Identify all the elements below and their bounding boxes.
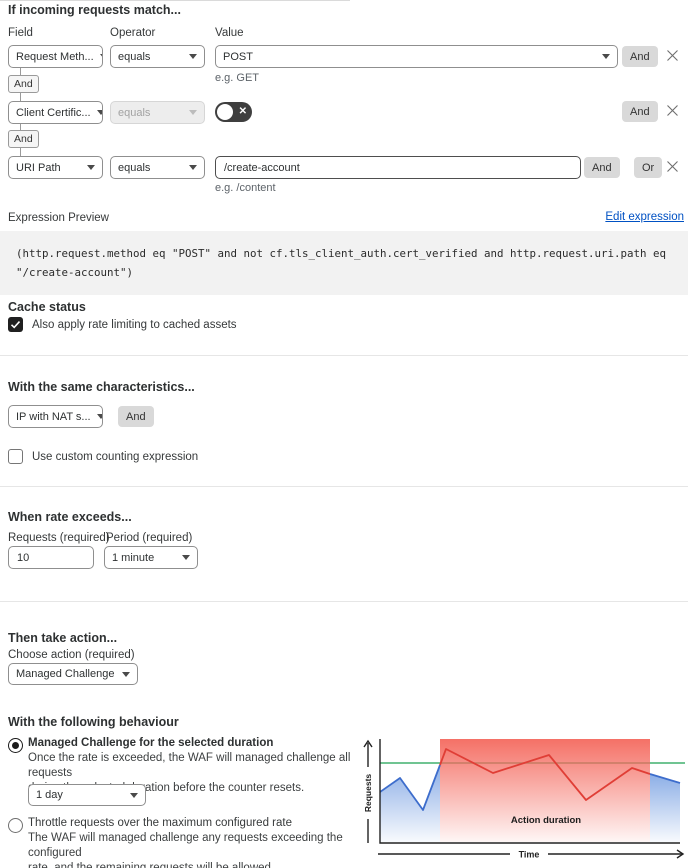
section-heading-behaviour: With the following behaviour bbox=[8, 715, 179, 729]
chevron-down-icon bbox=[130, 792, 138, 798]
chevron-down-icon bbox=[122, 671, 130, 677]
operator-select-row1-value: equals bbox=[118, 50, 151, 63]
behaviour-radio-managed-duration[interactable] bbox=[8, 738, 23, 753]
custom-counting-checkbox[interactable] bbox=[8, 449, 23, 464]
edit-expression-link[interactable]: Edit expression bbox=[605, 211, 684, 223]
action-select[interactable]: Managed Challenge bbox=[8, 663, 138, 685]
and-button-row2[interactable]: And bbox=[622, 101, 658, 122]
field-select-row3-value: URI Path bbox=[16, 161, 61, 174]
period-select-value: 1 minute bbox=[112, 551, 155, 564]
chevron-down-icon bbox=[96, 110, 102, 115]
field-select-row1[interactable]: Request Meth... bbox=[8, 45, 103, 68]
chevron-down-icon bbox=[189, 54, 197, 59]
connector-and-chip-2[interactable]: And bbox=[8, 130, 39, 148]
or-button-row3[interactable]: Or bbox=[634, 157, 663, 178]
remove-row1-icon[interactable] bbox=[666, 49, 680, 63]
section-heading-cache: Cache status bbox=[8, 300, 86, 314]
field-select-row3[interactable]: URI Path bbox=[8, 156, 103, 179]
y-axis-label: Requests bbox=[363, 774, 373, 813]
behaviour-option1-label: Managed Challenge for the selected durat… bbox=[28, 737, 274, 749]
chevron-down-icon bbox=[96, 414, 102, 419]
chevron-down-icon bbox=[99, 54, 102, 59]
characteristics-select[interactable]: IP with NAT s... bbox=[8, 405, 103, 428]
action-duration-region bbox=[440, 739, 650, 842]
expression-preview-label: Expression Preview bbox=[8, 212, 109, 224]
section-heading-match: If incoming requests match... bbox=[8, 3, 181, 17]
check-icon bbox=[10, 321, 21, 329]
chevron-down-icon bbox=[602, 54, 610, 59]
section-heading-characteristics: With the same characteristics... bbox=[8, 380, 195, 394]
operator-select-row3[interactable]: equals bbox=[110, 156, 205, 179]
requests-line-blue-right bbox=[649, 773, 681, 784]
value-hint-row3: e.g. /content bbox=[215, 182, 276, 194]
field-select-row2-value: Client Certific... bbox=[16, 106, 91, 119]
characteristics-and-button[interactable]: And bbox=[118, 406, 154, 427]
remove-row3-icon[interactable] bbox=[666, 160, 680, 174]
divider bbox=[0, 601, 688, 602]
behaviour-diagram: Requests Time Action duration bbox=[363, 739, 685, 860]
behaviour-option2-label: Throttle requests over the maximum confi… bbox=[28, 817, 292, 829]
toggle-knob bbox=[217, 104, 233, 120]
and-button-row3[interactable]: And bbox=[584, 157, 620, 178]
action-duration-label: Action duration bbox=[511, 815, 581, 826]
x-axis-label: Time bbox=[519, 850, 540, 860]
period-label: Period (required) bbox=[106, 532, 193, 544]
value-select-row1[interactable]: POST bbox=[215, 45, 618, 68]
requests-line-blue-left bbox=[379, 764, 441, 811]
field-select-row1-value: Request Meth... bbox=[16, 50, 94, 63]
value-input-row3[interactable] bbox=[215, 156, 581, 179]
operator-select-row2: equals bbox=[110, 101, 205, 124]
action-select-value: Managed Challenge bbox=[16, 668, 115, 680]
and-button-row1[interactable]: And bbox=[622, 46, 658, 67]
operator-select-row1[interactable]: equals bbox=[110, 45, 205, 68]
period-select[interactable]: 1 minute bbox=[104, 546, 198, 569]
behaviour-option2-description: The WAF will managed challenge any reque… bbox=[28, 832, 343, 868]
section-heading-rate: When rate exceeds... bbox=[8, 510, 132, 524]
field-select-row2[interactable]: Client Certific... bbox=[8, 101, 103, 124]
column-label-field: Field bbox=[8, 27, 33, 39]
cache-assets-checkbox[interactable] bbox=[8, 317, 23, 332]
behaviour-radio-throttle[interactable] bbox=[8, 818, 23, 833]
connector-and-chip-1[interactable]: And bbox=[8, 75, 39, 93]
top-edge-divider bbox=[0, 0, 350, 1]
divider bbox=[0, 355, 688, 356]
chevron-down-icon bbox=[182, 555, 190, 560]
requests-line-red bbox=[439, 748, 651, 801]
duration-select[interactable]: 1 day bbox=[28, 784, 146, 806]
column-label-value: Value bbox=[215, 27, 244, 39]
chevron-down-icon bbox=[189, 165, 197, 170]
operator-select-row2-value: equals bbox=[118, 106, 151, 119]
blue-area-right bbox=[650, 774, 680, 842]
duration-select-value: 1 day bbox=[36, 789, 63, 801]
choose-action-label: Choose action (required) bbox=[8, 649, 135, 661]
section-heading-action: Then take action... bbox=[8, 631, 118, 645]
chevron-down-icon bbox=[87, 165, 95, 170]
blue-area-left bbox=[380, 765, 440, 842]
client-cert-verified-toggle[interactable]: ✕ bbox=[215, 102, 252, 122]
characteristics-select-value: IP with NAT s... bbox=[16, 410, 91, 423]
toggle-off-x-icon: ✕ bbox=[238, 105, 247, 117]
plot-borders bbox=[379, 739, 680, 844]
requests-label: Requests (required) bbox=[8, 532, 110, 544]
value-select-row1-value: POST bbox=[223, 50, 253, 63]
divider bbox=[0, 486, 688, 487]
custom-counting-label: Use custom counting expression bbox=[32, 451, 199, 463]
requests-input[interactable] bbox=[8, 546, 94, 569]
y-axis-arrow-icon bbox=[363, 739, 373, 748]
value-hint-row1: e.g. GET bbox=[215, 72, 260, 84]
expression-code: (http.request.method eq "POST" and not c… bbox=[0, 231, 688, 295]
x-axis-arrow-icon bbox=[676, 849, 685, 859]
chevron-down-icon bbox=[189, 110, 197, 115]
cache-checkbox-label: Also apply rate limiting to cached asset… bbox=[32, 319, 237, 331]
column-label-operator: Operator bbox=[110, 27, 156, 39]
operator-select-row3-value: equals bbox=[118, 161, 151, 174]
remove-row2-icon[interactable] bbox=[666, 104, 680, 118]
